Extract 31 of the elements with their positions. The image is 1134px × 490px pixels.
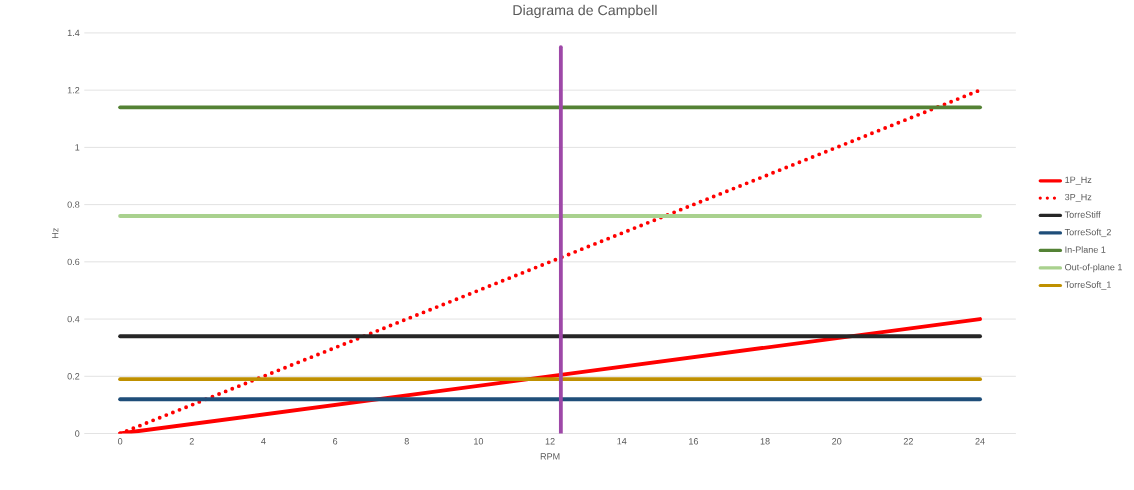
x-tick-label: 12 <box>545 438 555 445</box>
x-tick-label: 24 <box>975 438 985 445</box>
y-tick-label: 0 <box>75 430 80 437</box>
x-tick-label: 0 <box>117 438 123 445</box>
x-tick-label: 14 <box>617 438 627 445</box>
legend-label: 3P_Hz <box>1064 193 1092 203</box>
x-tick-label: 10 <box>474 438 484 445</box>
y-tick-label: 0.6 <box>67 258 80 266</box>
legend-label: TorreSoft_2 <box>1064 228 1111 238</box>
x-tick-label: 20 <box>832 438 842 445</box>
chart-title: Diagrama de Campbell <box>513 4 657 19</box>
legend-label: Out-of-plane 1 <box>1065 263 1122 273</box>
y-tick-label: 0.8 <box>67 201 80 208</box>
x-tick-label: 16 <box>689 438 699 445</box>
y-tick-label: 1.4 <box>67 29 80 37</box>
y-tick-label: 0.2 <box>67 373 80 380</box>
y-tick-label: 0.4 <box>67 315 80 323</box>
legend-label: TorreSoft_1 <box>1064 281 1111 290</box>
y-axis-title: Hz <box>52 228 59 238</box>
y-tick-label: 1.2 <box>67 87 80 94</box>
x-tick-label: 22 <box>903 438 913 445</box>
x-tick-label: 8 <box>404 438 409 445</box>
legend-label: 1P_Hz <box>1065 176 1092 185</box>
x-axis-title: RPM <box>540 453 560 460</box>
x-tick-label: 4 <box>261 438 266 445</box>
y-tick-label: 1 <box>75 144 80 151</box>
legend-label: In-Plane 1 <box>1065 246 1106 253</box>
x-tick-label: 2 <box>189 438 194 445</box>
legend-label: TorreStiff <box>1064 211 1101 218</box>
x-tick-label: 6 <box>333 438 338 445</box>
x-tick-label: 18 <box>760 438 770 445</box>
